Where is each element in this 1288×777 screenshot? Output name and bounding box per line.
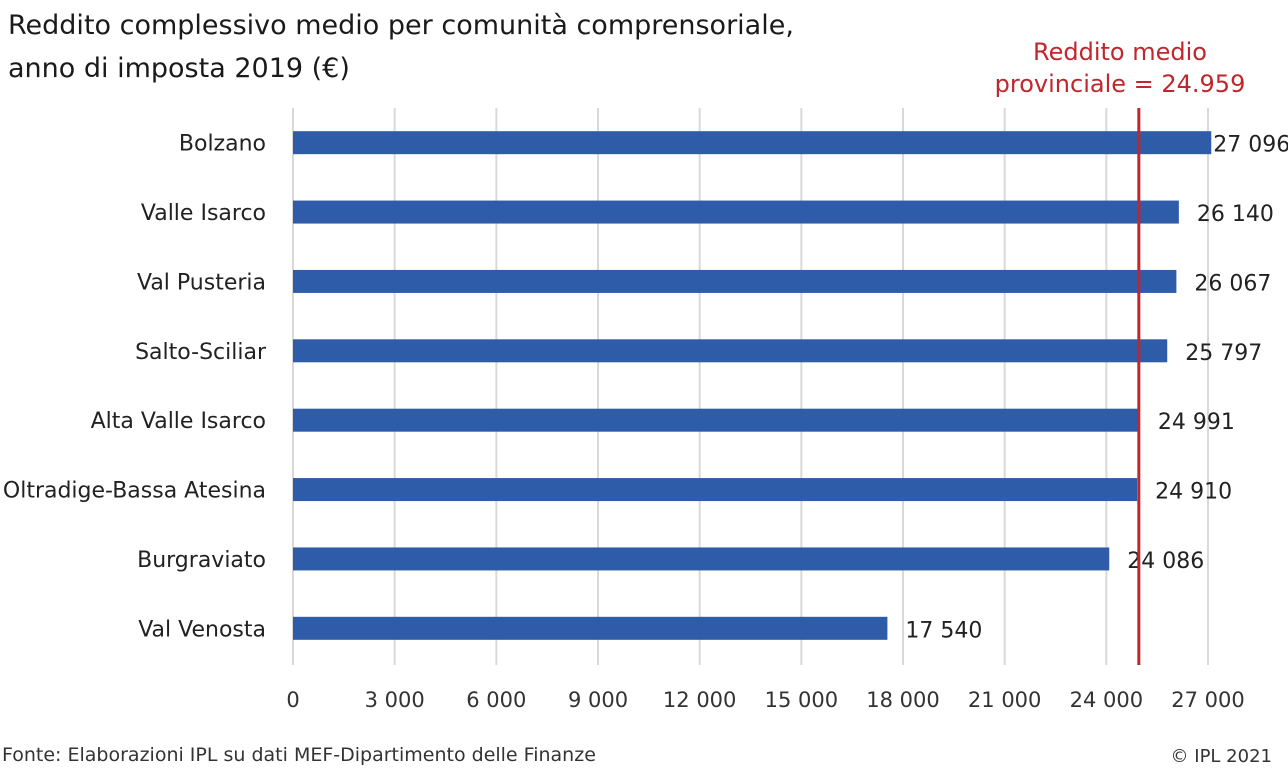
x-tick-label: 3 000 (365, 688, 425, 712)
chart-title-line-2: anno di imposta 2019 (€) (8, 53, 350, 84)
chart-title: Reddito complessivo medio per comunità c… (8, 4, 908, 90)
data-label: 24 910 (1155, 480, 1232, 505)
reference-line-label: Reddito medio provinciale = 24.959 (990, 36, 1250, 100)
category-label: Val Venosta (138, 617, 266, 642)
category-label: Salto-Sciliar (135, 340, 267, 365)
bar (293, 339, 1168, 363)
x-tick-label: 12 000 (663, 688, 736, 712)
reference-label-line-2: provinciale = 24.959 (994, 70, 1246, 98)
data-label: 26 067 (1194, 271, 1271, 296)
x-tick-label: 18 000 (866, 688, 939, 712)
data-label: 24 991 (1158, 410, 1235, 435)
category-label: Oltradige-Bassa Atesina (3, 479, 266, 504)
data-label: 17 540 (905, 618, 982, 643)
category-label: Valle Isarco (141, 201, 266, 226)
data-label: 25 797 (1185, 341, 1262, 366)
x-tick-label: 24 000 (1070, 688, 1143, 712)
category-label: Val Pusteria (137, 270, 266, 295)
category-label: Burgraviato (137, 548, 266, 573)
bar (293, 616, 888, 640)
bar (293, 547, 1110, 571)
bar (293, 131, 1212, 155)
data-label: 27 096 (1213, 133, 1288, 158)
bar (293, 269, 1177, 293)
copyright-note: © IPL 2021 (1170, 746, 1272, 767)
data-label: 26 140 (1197, 202, 1274, 227)
chart-title-line-1: Reddito complessivo medio per comunità c… (8, 10, 794, 41)
source-note: Fonte: Elaborazioni IPL su dati MEF-Dipa… (2, 744, 596, 766)
reference-label-line-1: Reddito medio (1033, 38, 1207, 66)
x-tick-label: 27 000 (1171, 688, 1244, 712)
bar (293, 408, 1140, 432)
x-tick-label: 6 000 (466, 688, 526, 712)
x-tick-label: 9 000 (568, 688, 628, 712)
x-tick-label: 21 000 (968, 688, 1041, 712)
category-label: Alta Valle Isarco (91, 409, 266, 434)
x-tick-label: 0 (286, 688, 299, 712)
bar (293, 200, 1179, 224)
bar (293, 478, 1138, 502)
x-tick-label: 15 000 (765, 688, 838, 712)
category-label: Bolzano (179, 132, 266, 157)
